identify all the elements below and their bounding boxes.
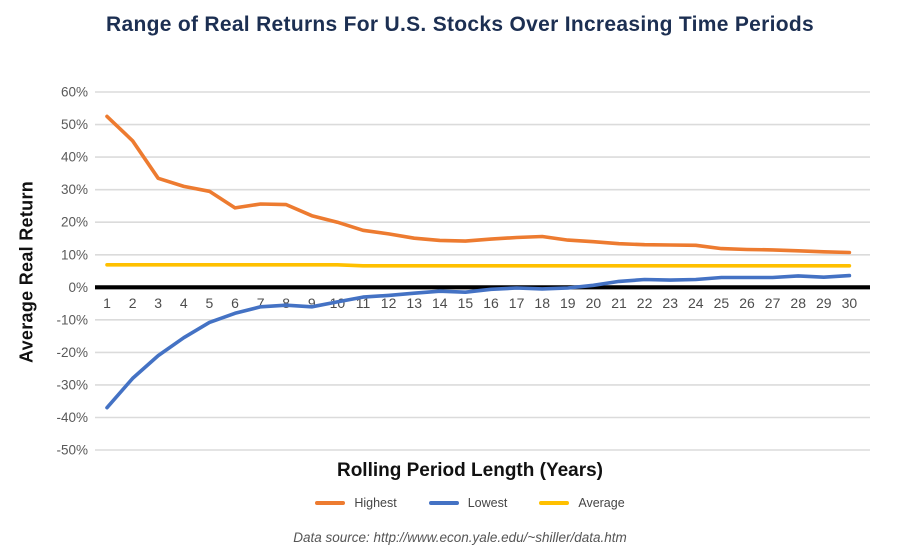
x-tick-label: 8 — [282, 295, 290, 311]
x-tick-label: 22 — [637, 295, 653, 311]
x-tick-label: 25 — [714, 295, 730, 311]
y-tick-label: 50% — [61, 117, 88, 132]
x-tick-label: 19 — [560, 295, 576, 311]
y-tick-label: -50% — [56, 443, 88, 458]
x-tick-label: 4 — [180, 295, 188, 311]
y-tick-label: 0% — [68, 280, 88, 295]
data-source-note: Data source: http://www.econ.yale.edu/~s… — [293, 530, 627, 545]
x-tick-label: 15 — [458, 295, 474, 311]
x-tick-label: 2 — [129, 295, 137, 311]
x-tick-label: 24 — [688, 295, 704, 311]
y-tick-label: 10% — [61, 247, 88, 262]
series-line-average — [105, 262, 852, 268]
chart-title: Range of Real Returns For U.S. Stocks Ov… — [106, 13, 814, 36]
legend-swatch-highest — [315, 501, 346, 505]
legend-label-lowest: Lowest — [467, 496, 508, 510]
x-tick-label: 29 — [816, 295, 832, 311]
x-tick-label: 28 — [790, 295, 806, 311]
legend-label-highest: Highest — [354, 496, 397, 510]
x-tick-label: 3 — [154, 295, 162, 311]
x-tick-label: 20 — [586, 295, 602, 311]
series-line-highest — [105, 114, 852, 255]
y-tick-label: 40% — [61, 150, 88, 165]
x-tick-label: 27 — [765, 295, 781, 311]
y-axis-title: Average Real Return — [16, 180, 37, 364]
x-tick-label: 17 — [509, 295, 525, 311]
x-tick-label: 14 — [432, 295, 448, 311]
y-tick-label: -40% — [56, 410, 88, 425]
legend-item-highest: Highest — [315, 496, 397, 510]
legend-item-lowest: Lowest — [428, 496, 508, 510]
legend-swatch-average — [539, 501, 570, 505]
x-tick-label: 21 — [611, 295, 627, 311]
series-line-lowest — [105, 273, 852, 410]
legend-label-average: Average — [578, 496, 625, 510]
x-tick-label: 12 — [381, 295, 397, 311]
x-tick-label: 6 — [231, 295, 239, 311]
x-tick-label: 7 — [257, 295, 265, 311]
y-tick-label: 20% — [61, 215, 88, 230]
legend-item-average: Average — [539, 496, 625, 510]
y-tick-label: 60% — [61, 85, 88, 100]
x-axis-title: Rolling Period Length (Years) — [336, 460, 604, 481]
x-tick-label: 1 — [103, 295, 111, 311]
y-tick-label: 30% — [61, 182, 88, 197]
y-tick-label: -30% — [56, 377, 88, 392]
x-tick-label: 23 — [662, 295, 678, 311]
x-tick-label: 5 — [206, 295, 214, 311]
x-tick-label: 30 — [842, 295, 858, 311]
y-tick-label: -10% — [56, 312, 88, 327]
legend-swatch-lowest — [428, 501, 459, 505]
x-tick-label: 18 — [534, 295, 550, 311]
x-tick-label: 16 — [483, 295, 499, 311]
x-tick-label: 13 — [406, 295, 422, 311]
x-tick-label: 26 — [739, 295, 755, 311]
y-tick-label: -20% — [56, 345, 88, 360]
x-tick-label: 9 — [308, 295, 316, 311]
chart-legend: Highest Lowest Average — [20, 496, 920, 510]
